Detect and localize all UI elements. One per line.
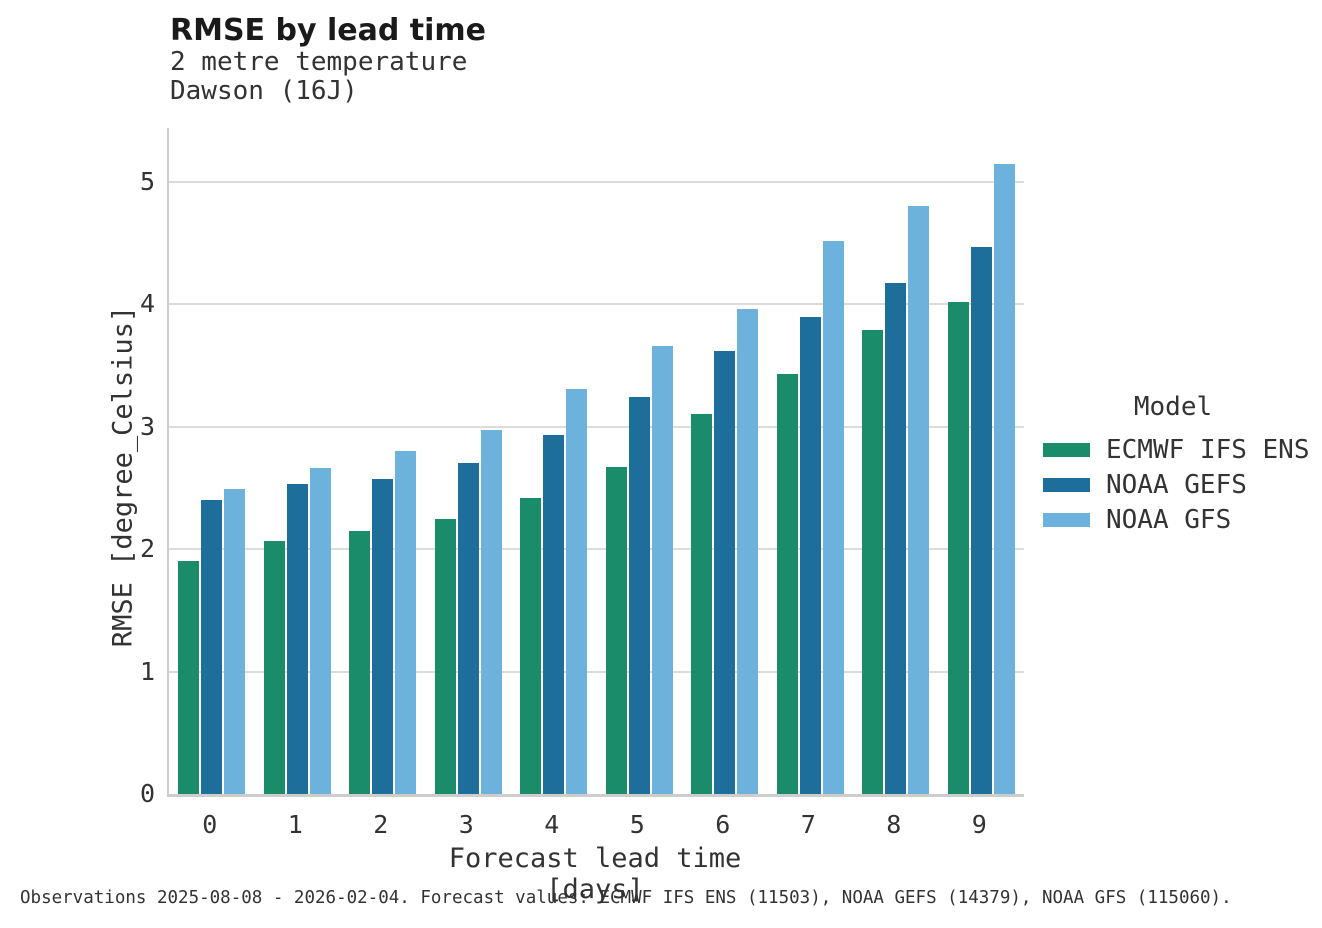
bar-ecmwf-ifs-ens-lead-5 (605, 467, 627, 794)
bar-noaa-gefs-lead-3 (457, 463, 479, 794)
y-tick-label-3: 3 (139, 411, 155, 441)
x-tick-label-7: 7 (800, 810, 816, 839)
bar-ecmwf-ifs-ens-lead-9 (947, 301, 969, 794)
x-tick-label-2: 2 (373, 810, 389, 839)
footer-caption: Observations 2025-08-08 - 2026-02-04. Fo… (20, 888, 1232, 908)
bar-noaa-gefs-lead-0 (201, 500, 223, 794)
bar-noaa-gefs-lead-9 (970, 246, 992, 794)
y-tick-label-4: 4 (139, 289, 155, 319)
bar-noaa-gefs-lead-7 (799, 316, 821, 794)
bar-noaa-gefs-lead-1 (286, 484, 308, 794)
legend: Model ECMWF IFS ENS NOAA GEFS NOAA GFS (1043, 392, 1310, 537)
legend-label-noaa-gefs: NOAA GEFS (1106, 469, 1247, 500)
y-tick-label-5: 5 (139, 166, 155, 196)
legend-item-noaa-gefs: NOAA GEFS (1043, 467, 1303, 502)
legend-swatch-noaa-gefs (1043, 477, 1090, 492)
gridline-y-1 (169, 670, 1024, 673)
y-tick-label-2: 2 (139, 534, 155, 564)
legend-item-noaa-gfs: NOAA GFS (1043, 502, 1303, 537)
title-block: RMSE by lead time 2 metre temperature Da… (170, 14, 486, 106)
bar-noaa-gfs-lead-2 (395, 451, 417, 794)
bar-noaa-gefs-lead-4 (543, 435, 565, 794)
bar-noaa-gefs-lead-5 (628, 397, 650, 794)
bar-ecmwf-ifs-ens-lead-0 (178, 561, 200, 794)
bar-noaa-gfs-lead-9 (993, 163, 1015, 794)
bar-noaa-gfs-lead-4 (566, 388, 588, 794)
x-tick-label-0: 0 (202, 810, 218, 839)
bar-noaa-gfs-lead-0 (224, 489, 246, 794)
bar-noaa-gfs-lead-7 (822, 240, 844, 794)
bar-noaa-gfs-lead-6 (737, 309, 759, 794)
y-tick-label-1: 1 (139, 656, 155, 686)
bar-ecmwf-ifs-ens-lead-2 (349, 530, 371, 794)
x-tick-label-5: 5 (629, 810, 645, 839)
gridline-y-5 (169, 180, 1024, 183)
legend-swatch-ecmwf-ifs-ens (1043, 442, 1090, 457)
x-tick-label-1: 1 (287, 810, 303, 839)
legend-label-noaa-gfs: NOAA GFS (1106, 504, 1232, 535)
gridline-y-2 (169, 548, 1024, 551)
x-tick-label-6: 6 (715, 810, 731, 839)
bar-ecmwf-ifs-ens-lead-4 (520, 497, 542, 794)
x-tick-label-4: 4 (544, 810, 560, 839)
y-axis-label: RMSE [degree_Celsius] (107, 305, 139, 648)
legend-item-ecmwf-ifs-ens: ECMWF IFS ENS (1043, 432, 1310, 467)
bar-noaa-gfs-lead-3 (480, 430, 502, 794)
x-axis-label: Forecast lead time [days] (448, 843, 742, 905)
bar-noaa-gfs-lead-5 (651, 345, 673, 794)
chart-title: RMSE by lead time (170, 13, 486, 48)
y-tick-label-0: 0 (139, 779, 155, 808)
bar-ecmwf-ifs-ens-lead-8 (862, 330, 884, 794)
bar-ecmwf-ifs-ens-lead-1 (263, 540, 285, 794)
x-tick-label-9: 9 (971, 810, 987, 839)
chart-subtitle-variable: 2 metre temperature (170, 47, 468, 77)
x-tick-label-8: 8 (886, 810, 902, 839)
legend-title: Model (1133, 392, 1213, 422)
gridline-y-3 (169, 425, 1024, 428)
gridline-y-4 (169, 303, 1024, 306)
chart-subtitle-station: Dawson (16J) (170, 76, 358, 106)
bar-noaa-gefs-lead-2 (372, 479, 394, 794)
bar-noaa-gfs-lead-8 (908, 206, 930, 794)
legend-label-ecmwf-ifs-ens: ECMWF IFS ENS (1106, 434, 1310, 465)
bar-ecmwf-ifs-ens-lead-6 (691, 414, 713, 794)
plot-area (167, 128, 1024, 797)
bar-ecmwf-ifs-ens-lead-3 (434, 518, 456, 794)
bar-noaa-gefs-lead-8 (885, 283, 907, 794)
bar-noaa-gefs-lead-6 (714, 350, 736, 794)
x-tick-label-3: 3 (458, 810, 474, 839)
legend-swatch-noaa-gfs (1043, 512, 1090, 527)
bar-noaa-gfs-lead-1 (309, 468, 331, 794)
bar-ecmwf-ifs-ens-lead-7 (776, 374, 798, 794)
